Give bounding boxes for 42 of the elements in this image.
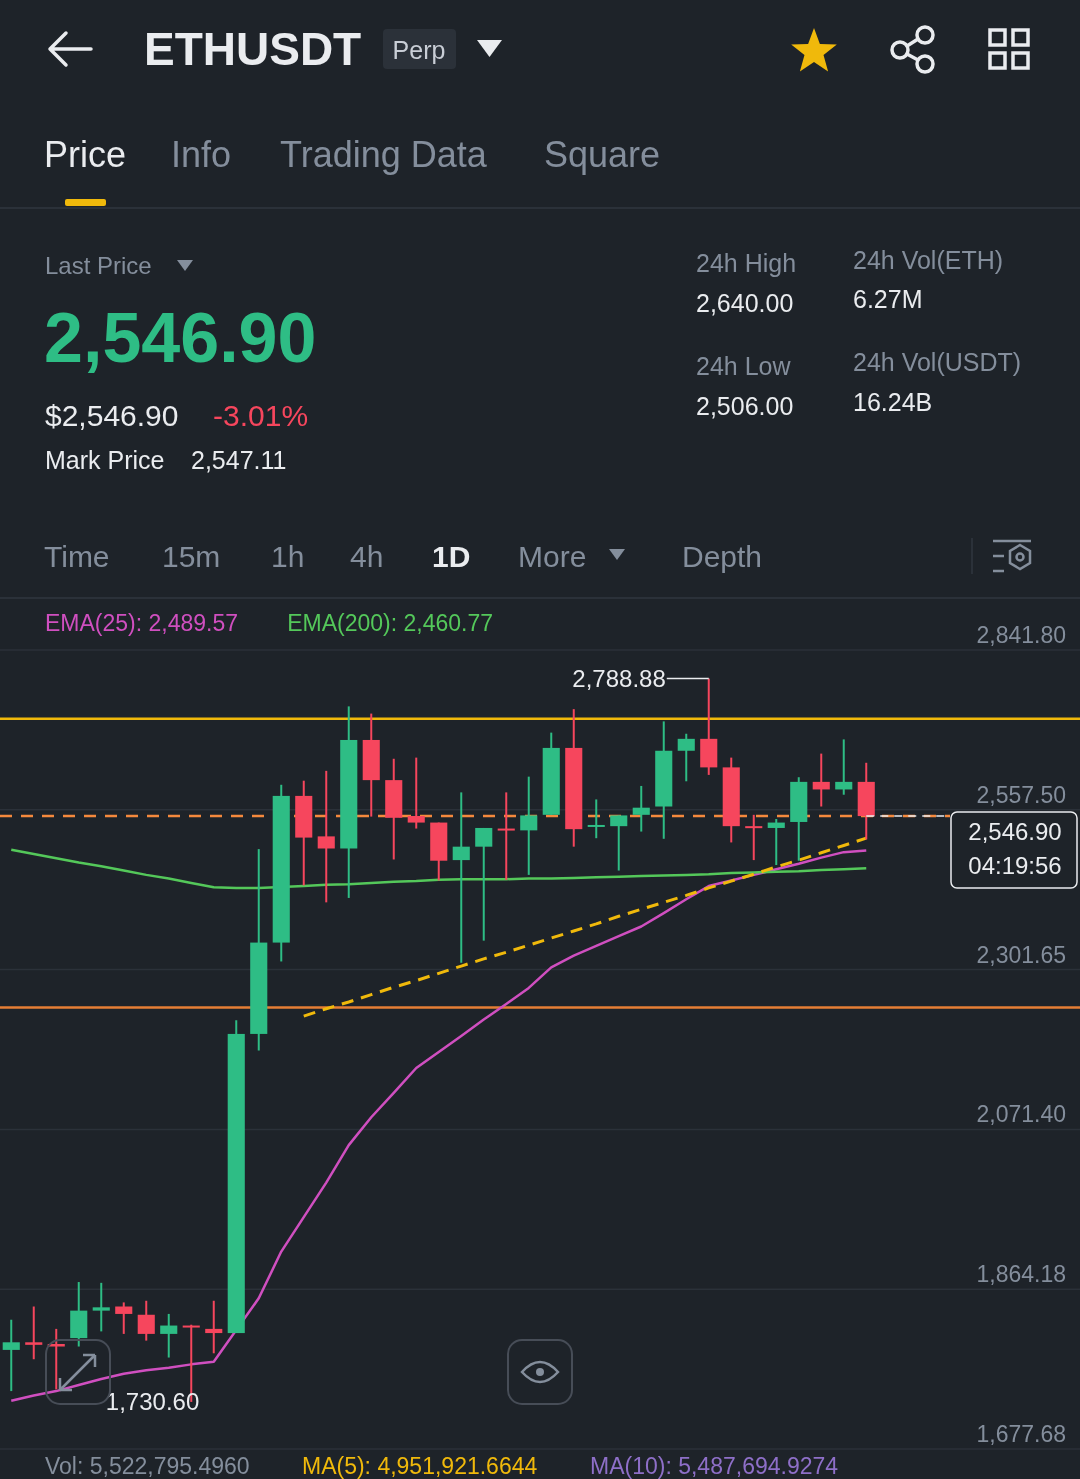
text: Vol: 5,522,795.4960 [45,1453,250,1479]
text: 6.27M [853,285,923,313]
text: EMA(25): 2,489.57 [45,610,239,636]
text: 1D [432,540,471,573]
y-tick-label: 2,557.50 [976,781,1066,808]
text: Info [171,134,232,175]
text: Last Price [45,252,152,279]
y-tick-label: 2,071.40 [976,1101,1066,1128]
text: 2,640.00 [696,289,794,317]
text: 16.24B [853,388,933,416]
text: 2,546.90 [44,299,317,377]
text: Trading Data [280,134,488,175]
text: Depth [682,540,763,573]
text: 24h High [696,249,797,277]
text: 4h [350,540,384,573]
text: 2,547.11 [191,446,287,474]
text: More [518,540,587,573]
text: 24h Vol(ETH) [853,246,1004,274]
text: MA(10): 5,487,694.9274 [590,1453,839,1479]
text: 24h Low [696,352,792,380]
chart-title: ETHUSDT [144,23,362,75]
ref-line-label: 2,546.90 [968,818,1062,846]
y-tick-label: 1,677.68 [976,1421,1066,1448]
text: Time [44,540,110,573]
y-tick-label: 1,864.18 [976,1261,1066,1288]
text: 04:19:56 [968,852,1062,880]
annotation: 2,788.88 [572,664,666,692]
text: Perp [392,36,446,64]
text: -3.01% [213,399,309,432]
text: 15m [162,540,221,573]
annotation: 1,730.60 [105,1388,200,1416]
y-tick-label: 2,301.65 [976,941,1066,968]
text: Square [544,134,661,175]
text: $2,546.90 [45,399,179,432]
text: 24h Vol(USDT) [853,348,1022,376]
text: Price [44,134,127,175]
text: EMA(200): 2,460.77 [287,610,494,636]
text: 1h [271,540,305,573]
y-tick-label: 2,841.80 [976,622,1066,649]
text: MA(5): 4,951,921.6644 [302,1453,538,1479]
text: Mark Price [45,446,165,474]
text: 2,506.00 [696,392,794,420]
